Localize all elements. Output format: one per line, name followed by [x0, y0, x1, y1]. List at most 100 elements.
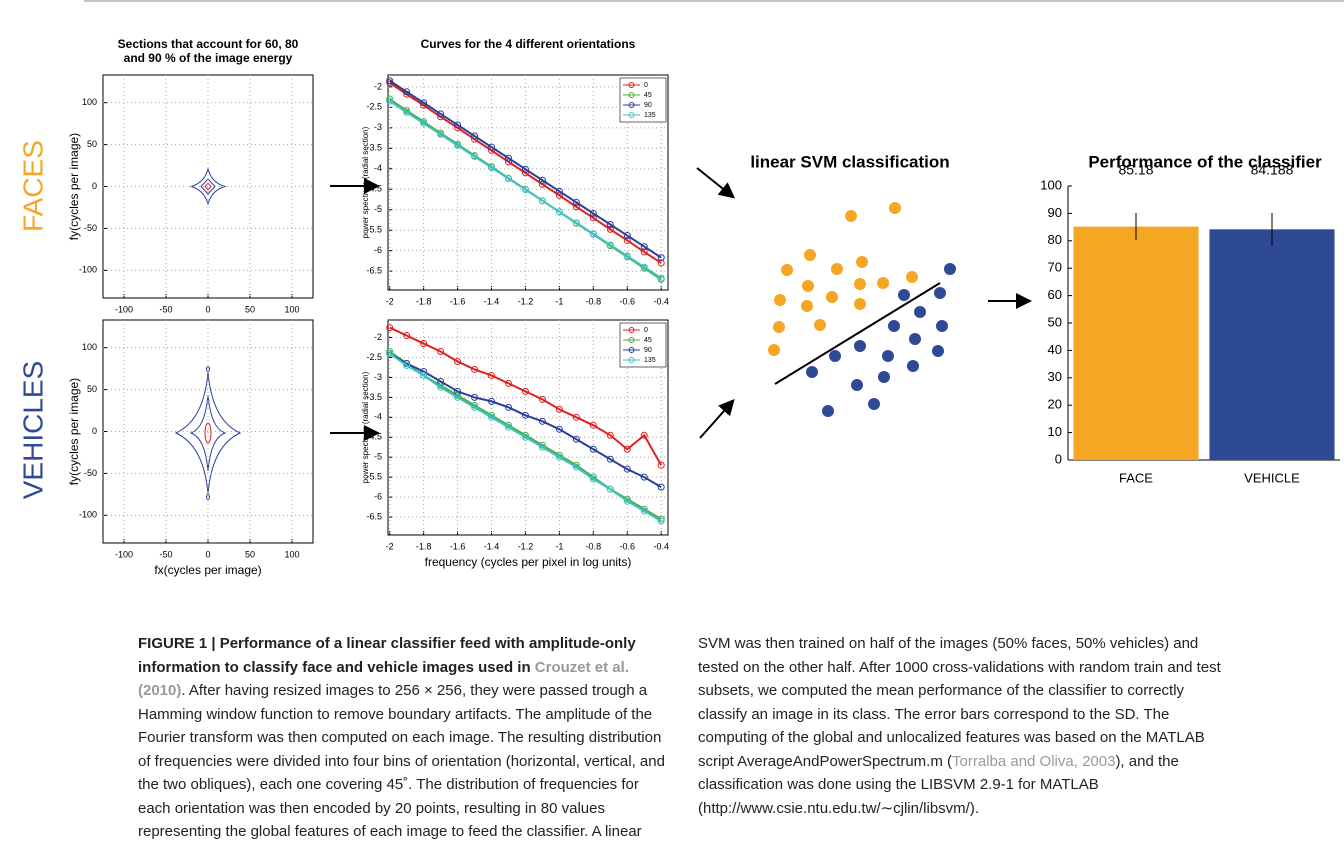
contour	[206, 366, 210, 372]
point	[521, 411, 529, 419]
point	[488, 143, 496, 151]
x-tick-label: 100	[284, 304, 299, 314]
row-label: VEHICLES	[17, 361, 48, 500]
point	[657, 254, 665, 262]
svm-illustration	[768, 202, 956, 417]
y-tick-label: 30	[1048, 369, 1062, 384]
row-label: FACES	[17, 140, 48, 232]
caption-text: ), and the classification was done using…	[698, 752, 1179, 817]
x-tick-label: -2	[386, 541, 394, 551]
arrow	[699, 399, 735, 439]
point	[420, 340, 428, 348]
point	[589, 209, 597, 217]
x-tick-label: -1.6	[450, 296, 466, 306]
figure: FACES VEHICLES linear SVM classification…	[17, 0, 1344, 577]
y-tick-label: -5.5	[366, 472, 382, 482]
y-tick-label: 0	[1055, 451, 1062, 466]
point	[504, 175, 512, 183]
x-tick-label: 50	[245, 549, 255, 559]
caption-text: . After having resized images to 256 × 2…	[138, 635, 1221, 840]
legend-marker	[628, 347, 635, 353]
point	[589, 475, 597, 483]
arrows	[330, 167, 1032, 441]
y-tick-label: -5	[374, 204, 382, 214]
point	[606, 225, 614, 233]
point	[454, 121, 462, 129]
y-tick-label: 40	[1048, 342, 1062, 357]
x-tick-label: -0.6	[620, 541, 636, 551]
y-tick-label: -6	[374, 491, 382, 501]
point	[521, 433, 529, 441]
y-tick-label: -6.5	[366, 511, 382, 521]
x-tick-label: -50	[159, 549, 172, 559]
point	[589, 214, 597, 222]
caption: FIGURE 1 | Performance of a linear class…	[138, 632, 1228, 844]
point	[386, 77, 394, 85]
point	[555, 405, 563, 413]
point	[555, 453, 563, 461]
legend-marker	[628, 357, 635, 363]
point	[471, 403, 479, 411]
point	[572, 219, 580, 227]
legend-label: 90	[644, 102, 652, 109]
point	[521, 165, 529, 173]
svm-title: linear SVM classification	[750, 152, 949, 171]
x-tick-label: -100	[115, 549, 133, 559]
point	[606, 220, 614, 228]
point	[657, 274, 665, 282]
y-tick-label: 60	[1048, 287, 1062, 302]
point	[488, 371, 496, 379]
y-tick-label: 50	[87, 139, 97, 149]
point	[606, 485, 614, 493]
point	[606, 241, 614, 249]
reference: Crouzet et al. (2010)	[138, 658, 629, 700]
point	[657, 517, 665, 525]
legend-marker	[628, 112, 635, 118]
point	[538, 197, 546, 205]
x-tick-label: -0.6	[620, 296, 636, 306]
y-tick-label: -5	[374, 452, 382, 462]
x-tick-label: VEHICLE	[1244, 470, 1300, 485]
value-label: 85.18	[1118, 162, 1153, 178]
x-tick-label: -1.8	[416, 541, 432, 551]
point	[521, 387, 529, 395]
value-label: 84.188	[1251, 162, 1294, 178]
x-tick-label: -0.4	[653, 296, 669, 306]
series-line	[389, 352, 662, 488]
point	[538, 395, 546, 403]
point	[572, 198, 580, 206]
point	[623, 465, 631, 473]
point	[640, 473, 648, 481]
bar	[1073, 226, 1199, 460]
contour	[204, 422, 212, 444]
x-tick-label: -1.2	[518, 541, 534, 551]
point	[521, 186, 529, 194]
point	[437, 110, 445, 118]
point	[386, 324, 394, 332]
series-line	[389, 81, 662, 264]
y-tick-label: -50	[84, 223, 97, 233]
caption-title: FIGURE 1 | Performance of a linear class…	[138, 635, 636, 676]
x-tick-label: 0	[205, 304, 210, 314]
point	[538, 443, 546, 451]
point	[657, 461, 665, 469]
y-tick-label: -50	[84, 468, 97, 478]
y-tick-label: 70	[1048, 260, 1062, 275]
point	[403, 332, 411, 340]
y-tick-label: 50	[87, 384, 97, 394]
point	[488, 413, 496, 421]
legend-label: 90	[644, 347, 652, 354]
x-tick-label: -1.2	[518, 296, 534, 306]
y-tick-label: -100	[79, 265, 97, 275]
chart-title: Performance of the classifier	[1088, 152, 1322, 171]
point	[640, 243, 648, 251]
chart-title: Curves for the 4 different orientations	[421, 37, 636, 51]
y-axis-label: power spectrum (radial section)	[361, 126, 370, 238]
y-tick-label: 100	[82, 342, 97, 352]
point	[538, 417, 546, 425]
x-tick-label: -0.8	[586, 296, 602, 306]
legend-marker	[628, 337, 635, 343]
point	[572, 413, 580, 421]
point	[471, 132, 479, 140]
